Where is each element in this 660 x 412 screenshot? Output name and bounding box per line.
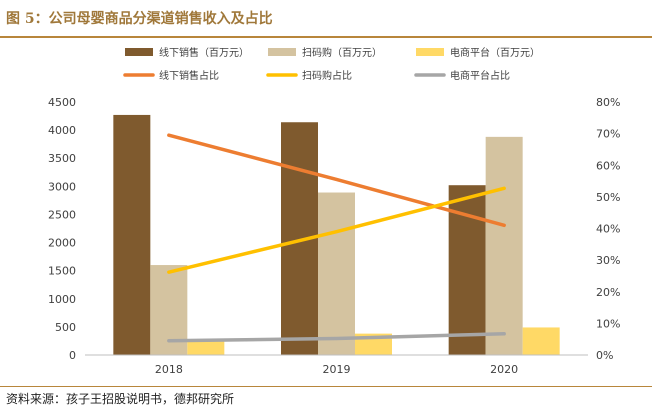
y-left-tick-label: 4000 xyxy=(48,124,76,137)
series-line xyxy=(167,186,506,274)
title-bar: 图 5：公司母婴商品分渠道销售收入及占比 xyxy=(0,0,652,38)
legend-label: 电商平台占比 xyxy=(450,69,510,82)
y-left-tick-label: 2500 xyxy=(48,208,76,221)
y-right-tick-label: 60% xyxy=(596,159,620,172)
source-divider xyxy=(0,386,652,387)
bar xyxy=(187,341,225,355)
series-line xyxy=(167,332,506,343)
legend-swatch xyxy=(268,48,296,56)
y-right-tick-label: 10% xyxy=(596,317,620,330)
x-tick-label: 2019 xyxy=(323,363,351,376)
bar xyxy=(113,114,151,355)
bar xyxy=(522,327,560,355)
legend-label: 扫码购（百万元） xyxy=(302,46,382,59)
legend-label: 扫码购占比 xyxy=(302,69,352,82)
y-left-tick-label: 3000 xyxy=(48,180,76,193)
x-tick-label: 2018 xyxy=(155,363,183,376)
chart-title: 图 5：公司母婴商品分渠道销售收入及占比 xyxy=(6,11,273,27)
y-left-tick-label: 500 xyxy=(55,321,76,334)
legend-label: 线下销售占比 xyxy=(159,69,219,82)
x-tick-label: 2020 xyxy=(490,363,518,376)
y-right-tick-label: 0% xyxy=(596,349,613,362)
legend-label: 线下销售（百万元） xyxy=(159,46,249,59)
y-right-tick-label: 30% xyxy=(596,254,620,267)
y-right-tick-label: 70% xyxy=(596,128,620,141)
legend-swatch xyxy=(416,48,444,56)
y-left-tick-label: 2000 xyxy=(48,237,76,250)
legend-swatch xyxy=(125,48,153,56)
source-note: 资料来源：孩子王招股说明书，德邦研究所 xyxy=(6,392,235,406)
y-right-tick-label: 80% xyxy=(596,96,620,109)
y-right-tick-label: 20% xyxy=(596,286,620,299)
y-left-tick-label: 1500 xyxy=(48,265,76,278)
bar xyxy=(318,192,355,355)
y-left-tick-label: 1000 xyxy=(48,293,76,306)
bar xyxy=(485,136,523,355)
y-left-tick-label: 0 xyxy=(69,349,76,362)
series-line xyxy=(167,133,506,228)
y-right-tick-label: 40% xyxy=(596,223,620,236)
y-left-tick-label: 3500 xyxy=(48,152,76,165)
y-left-tick-label: 4500 xyxy=(48,96,76,109)
y-right-tick-label: 50% xyxy=(596,191,620,204)
legend-label: 电商平台（百万元） xyxy=(450,46,540,59)
